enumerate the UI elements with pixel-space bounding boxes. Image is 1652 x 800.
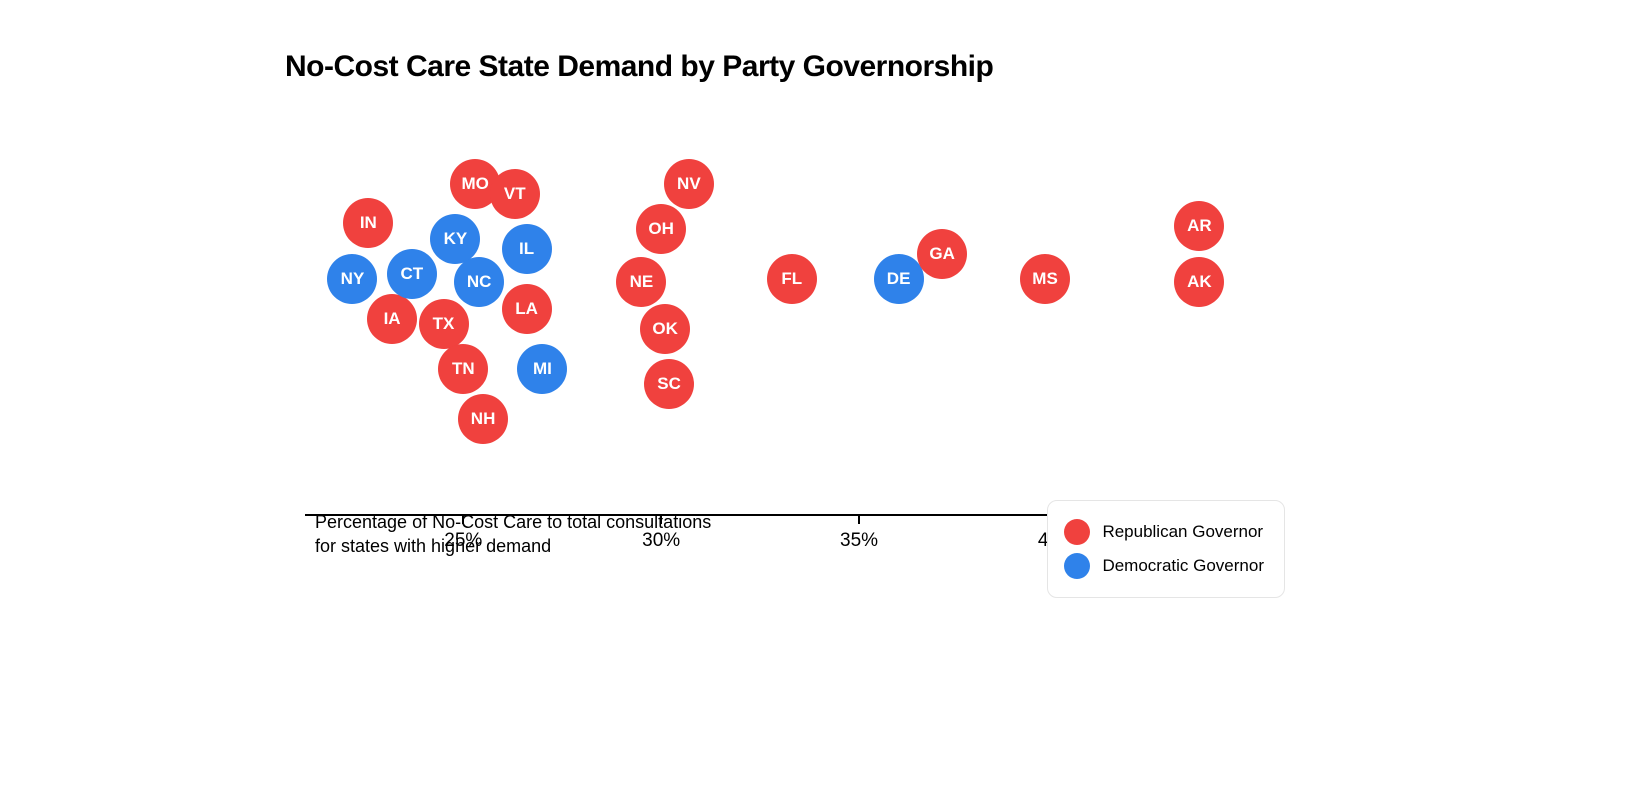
state-bubble-in: IN [343, 198, 393, 248]
state-bubble-ms: MS [1020, 254, 1070, 304]
chart-title: No-Cost Care State Demand by Party Gover… [285, 50, 1285, 84]
state-bubble-de: DE [874, 254, 924, 304]
chart-caption: Percentage of No-Cost Care to total cons… [315, 510, 735, 559]
legend-swatch-republican [1064, 519, 1090, 545]
state-bubble-il: IL [502, 224, 552, 274]
legend-label-republican: Republican Governor [1102, 522, 1263, 542]
plot-area: 25%30%35%40%NYINIACTTXKYTNMONCNHVTILLAMI… [285, 144, 1245, 484]
state-bubble-ct: CT [387, 249, 437, 299]
state-bubble-ok: OK [640, 304, 690, 354]
state-bubble-tx: TX [419, 299, 469, 349]
state-bubble-ne: NE [616, 257, 666, 307]
state-bubble-fl: FL [767, 254, 817, 304]
legend: Republican Governor Democratic Governor [1047, 500, 1285, 598]
state-bubble-nv: NV [664, 159, 714, 209]
legend-label-democratic: Democratic Governor [1102, 556, 1264, 576]
legend-item-republican: Republican Governor [1064, 515, 1264, 549]
state-bubble-ak: AK [1174, 257, 1224, 307]
chart-container: No-Cost Care State Demand by Party Gover… [285, 50, 1285, 484]
state-bubble-mi: MI [517, 344, 567, 394]
state-bubble-la: LA [502, 284, 552, 334]
state-bubble-ar: AR [1174, 201, 1224, 251]
state-bubble-vt: VT [490, 169, 540, 219]
legend-item-democratic: Democratic Governor [1064, 549, 1264, 583]
state-bubble-nc: NC [454, 257, 504, 307]
state-bubble-ga: GA [917, 229, 967, 279]
state-bubble-tn: TN [438, 344, 488, 394]
state-bubble-nh: NH [458, 394, 508, 444]
state-bubble-sc: SC [644, 359, 694, 409]
state-bubble-ky: KY [430, 214, 480, 264]
legend-swatch-democratic [1064, 553, 1090, 579]
state-bubble-ny: NY [327, 254, 377, 304]
state-bubble-ia: IA [367, 294, 417, 344]
x-axis-tick [858, 514, 860, 524]
state-bubble-oh: OH [636, 204, 686, 254]
x-axis-tick-label: 35% [840, 530, 878, 552]
